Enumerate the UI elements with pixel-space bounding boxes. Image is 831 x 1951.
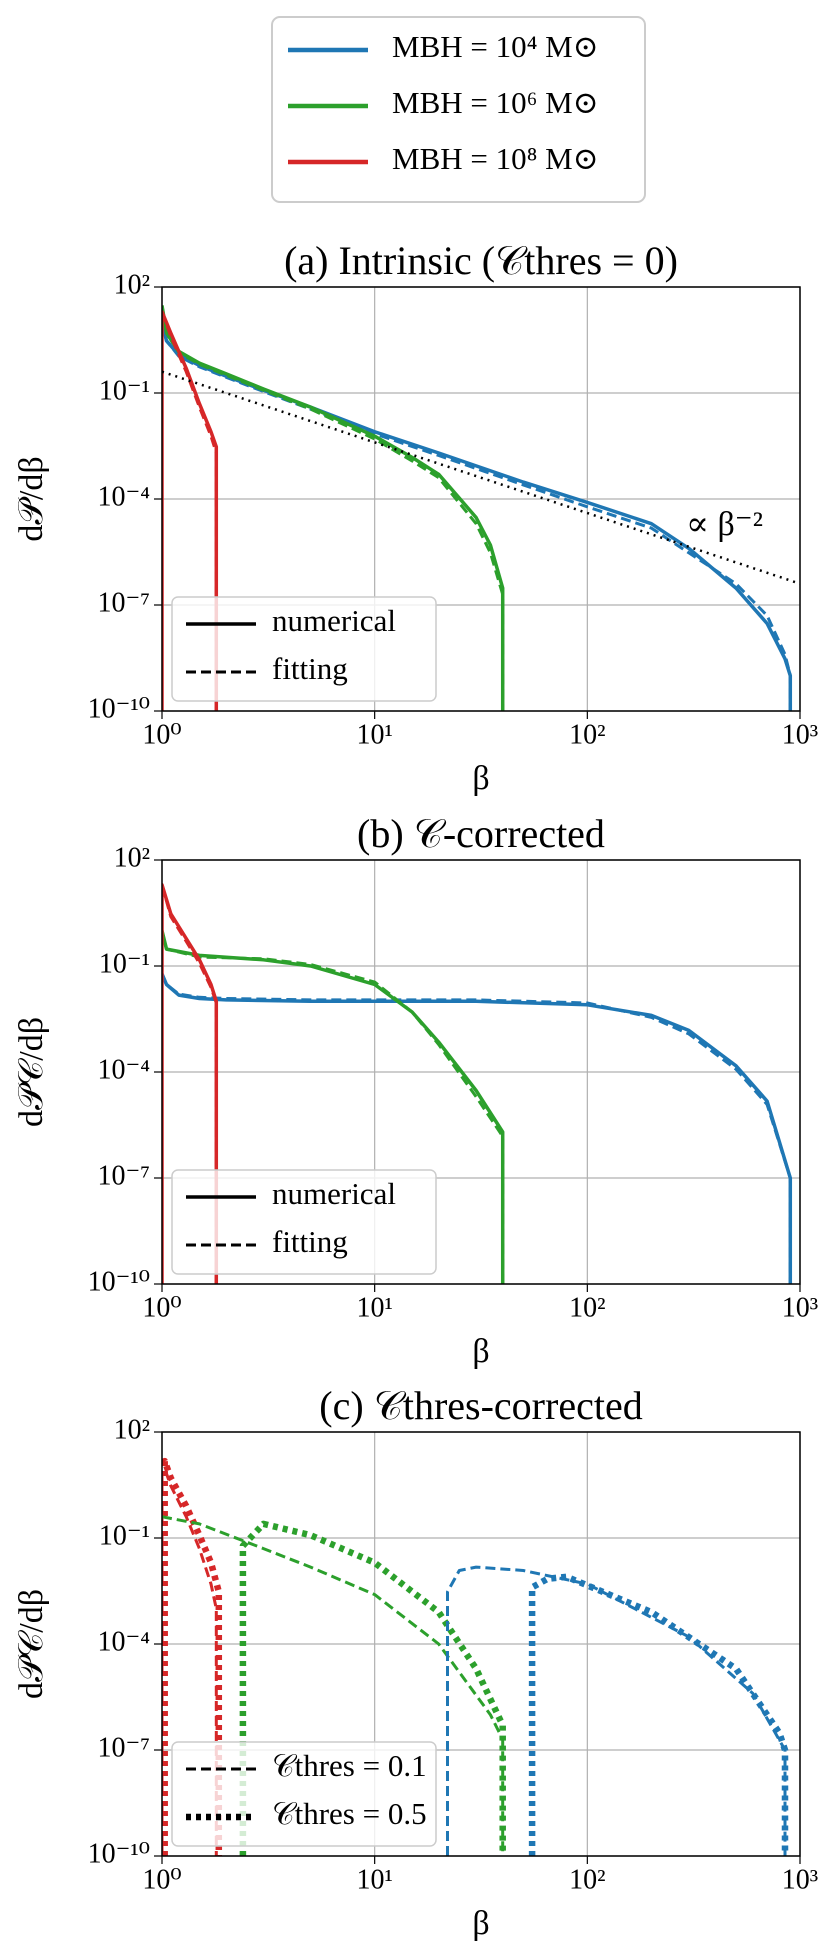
legend-label: 𝒞thres = 0.5 <box>272 1796 427 1831</box>
legend-label: fitting <box>272 651 348 686</box>
x-axis-label: β <box>472 1905 489 1942</box>
series-line <box>239 1520 506 1856</box>
series-line <box>162 930 505 1284</box>
y-tick-label: 10⁻¹ <box>99 375 150 406</box>
legend-label: fitting <box>272 1224 348 1259</box>
y-tick-label: 10⁻⁴ <box>97 1054 150 1085</box>
y-tick-label: 10² <box>114 1414 150 1445</box>
plot-area <box>162 1457 789 1856</box>
series-line <box>162 930 505 1284</box>
x-tick-label: 10² <box>569 1864 605 1895</box>
y-tick-label: 10⁻¹⁰ <box>88 693 150 724</box>
y-tick-label: 10⁻⁷ <box>97 587 150 618</box>
x-tick-label: 10² <box>569 719 605 750</box>
series-line <box>528 1573 789 1856</box>
x-tick-label: 10⁰ <box>142 1864 181 1895</box>
y-tick-label: 10² <box>114 842 150 873</box>
axes-frame <box>161 286 801 712</box>
x-tick-label: 10³ <box>782 1292 818 1323</box>
y-tick-label: 10⁻⁴ <box>97 1626 150 1657</box>
x-tick-label: 10⁰ <box>142 1292 181 1323</box>
x-tick-label: 10¹ <box>356 1292 392 1323</box>
x-tick-label: 10³ <box>782 719 818 750</box>
legend-label: numerical <box>272 603 396 638</box>
y-tick-label: 10⁻¹⁰ <box>88 1266 150 1297</box>
y-tick-label: 10⁻⁴ <box>97 481 150 512</box>
y-axis-label: d𝒫𝒞/dβ <box>13 1589 50 1699</box>
legend-label: MBH = 10⁸ M⊙ <box>392 141 599 176</box>
series-line <box>162 1457 223 1856</box>
axes-frame <box>161 1431 801 1857</box>
x-tick-label: 10¹ <box>356 1864 392 1895</box>
y-tick-label: 10⁻¹⁰ <box>88 1838 150 1869</box>
series-line <box>162 321 792 711</box>
chart-title: (c) 𝒞thres-corrected <box>319 1383 642 1428</box>
y-tick-label: 10⁻⁷ <box>97 1160 150 1191</box>
plot-area <box>162 305 800 711</box>
legend-label: MBH = 10⁶ M⊙ <box>392 85 599 120</box>
series-line <box>162 305 505 711</box>
series-line <box>162 321 793 711</box>
series-line <box>446 1565 787 1856</box>
legend-box <box>271 16 646 203</box>
legend-label: 𝒞thres = 0.1 <box>272 1748 427 1783</box>
x-tick-label: 10³ <box>782 1864 818 1895</box>
legend-label: numerical <box>272 1176 396 1211</box>
y-tick-label: 10⁻⁷ <box>97 1732 150 1763</box>
series-line <box>162 1515 505 1856</box>
y-tick-label: 10² <box>114 269 150 300</box>
chart-title: (b) 𝒞-corrected <box>357 811 605 856</box>
legend-label: MBH = 10⁴ M⊙ <box>392 29 599 64</box>
series-line <box>162 311 218 711</box>
series-line <box>162 370 800 585</box>
x-tick-label: 10⁰ <box>142 719 181 750</box>
y-tick-label: 10⁻¹ <box>99 1520 150 1551</box>
x-tick-label: 10² <box>569 1292 605 1323</box>
y-tick-label: 10⁻¹ <box>99 948 150 979</box>
x-axis-label: β <box>472 1333 489 1370</box>
chart-title: (a) Intrinsic (𝒞thres = 0) <box>284 238 678 283</box>
annotation: ∝ β⁻² <box>686 506 763 543</box>
plot-area <box>162 882 793 1284</box>
x-tick-label: 10¹ <box>356 719 392 750</box>
series-line <box>162 884 218 1284</box>
axes-frame <box>161 859 801 1285</box>
series-line <box>162 973 792 1284</box>
x-axis-label: β <box>472 760 489 797</box>
y-axis-label: d𝒫/dβ <box>13 456 50 541</box>
y-axis-label: d𝒫𝒞/dβ <box>13 1017 50 1127</box>
